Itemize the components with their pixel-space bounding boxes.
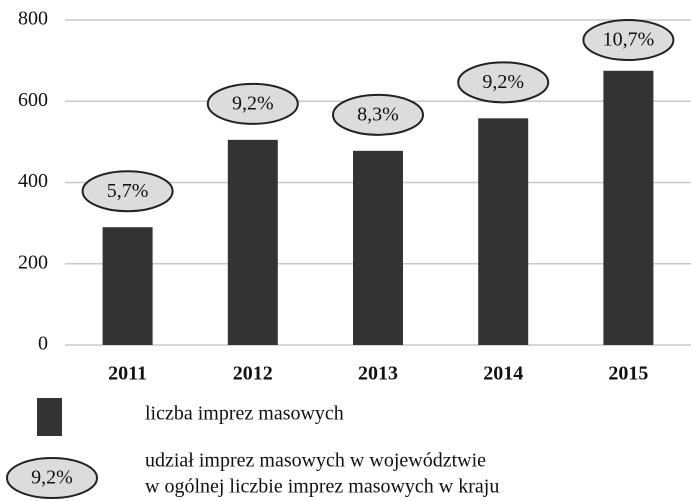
share-label: 9,2% <box>232 92 274 114</box>
y-tick-label: 400 <box>18 170 48 192</box>
bar <box>603 70 654 345</box>
x-tick-label: 2013 <box>358 363 398 385</box>
x-tick-label: 2015 <box>608 363 648 385</box>
legend-label: udział imprez masowych w województwie <box>145 450 486 472</box>
share-label: 10,7% <box>603 29 655 51</box>
y-tick-label: 0 <box>38 333 48 355</box>
legend-swatch <box>37 398 62 436</box>
share-label: 8,3% <box>357 103 399 125</box>
bar <box>102 227 153 345</box>
share-marker <box>81 170 174 213</box>
y-tick-label: 600 <box>18 89 48 111</box>
y-tick-label: 800 <box>18 8 48 30</box>
y-tick-label: 200 <box>18 251 48 273</box>
x-tick-label: 2012 <box>233 363 273 385</box>
bar <box>478 118 529 345</box>
bar <box>353 150 403 345</box>
legend-sample: 9,2% <box>31 467 73 489</box>
share-marker <box>332 93 424 136</box>
x-tick-label: 2014 <box>483 363 523 385</box>
legend-label: liczba imprez masowych <box>145 403 344 425</box>
share-label: 5,7% <box>107 180 149 202</box>
share-marker <box>457 61 550 104</box>
share-label: 9,2% <box>482 71 524 93</box>
share-marker <box>582 19 675 61</box>
legend-ellipse <box>6 457 98 499</box>
x-tick-label: 2011 <box>108 363 147 385</box>
legend-label: w ogólnej liczbie imprez masowych w kraj… <box>145 476 499 498</box>
bar <box>227 139 278 345</box>
share-marker <box>206 82 299 125</box>
